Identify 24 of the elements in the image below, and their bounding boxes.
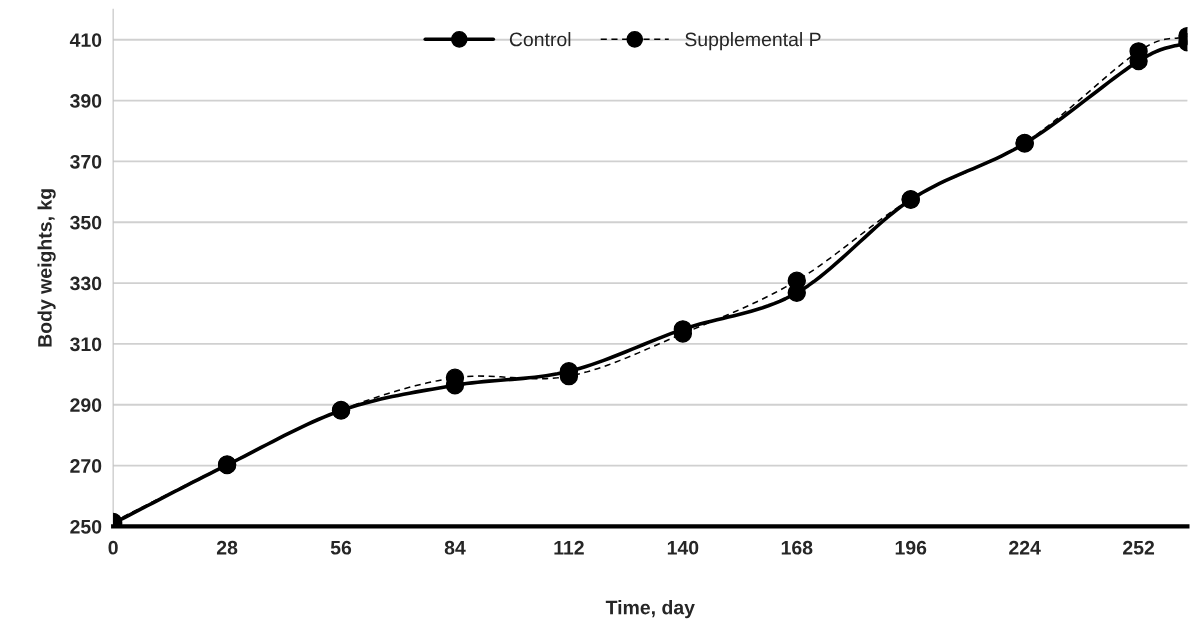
y-tick-label: 270 bbox=[70, 459, 102, 473]
y-tick-label: 410 bbox=[69, 33, 102, 47]
y-axis-title: Body weights, kg bbox=[37, 189, 56, 347]
x-tick-label: 140 bbox=[667, 540, 699, 555]
legend-label: Supplemental P bbox=[685, 32, 821, 51]
y-tick-label: 390 bbox=[70, 94, 102, 108]
x-tick-label: 56 bbox=[330, 540, 352, 555]
x-tick-label: 28 bbox=[216, 540, 238, 555]
y-tick-label: 370 bbox=[70, 154, 102, 169]
x-tick-label: 196 bbox=[895, 540, 927, 555]
legend-label: Control bbox=[509, 32, 571, 47]
x-tick-label: 84 bbox=[444, 540, 466, 555]
y-tick-label: 310 bbox=[70, 337, 102, 352]
y-tick-label: 350 bbox=[70, 215, 102, 230]
x-tick-label: 112 bbox=[554, 540, 584, 555]
x-tick-label: 224 bbox=[1009, 540, 1041, 555]
x-axis-title: Time, day bbox=[605, 600, 695, 619]
y-tick-label: 330 bbox=[70, 276, 102, 291]
x-tick-label: 168 bbox=[781, 540, 813, 555]
x-tick-label: 0 bbox=[108, 540, 118, 555]
y-tick-label: 250 bbox=[70, 519, 102, 534]
y-tick-label: 290 bbox=[70, 398, 102, 412]
point bbox=[217, 455, 237, 474]
x-tick-label: 252 bbox=[1123, 540, 1155, 555]
